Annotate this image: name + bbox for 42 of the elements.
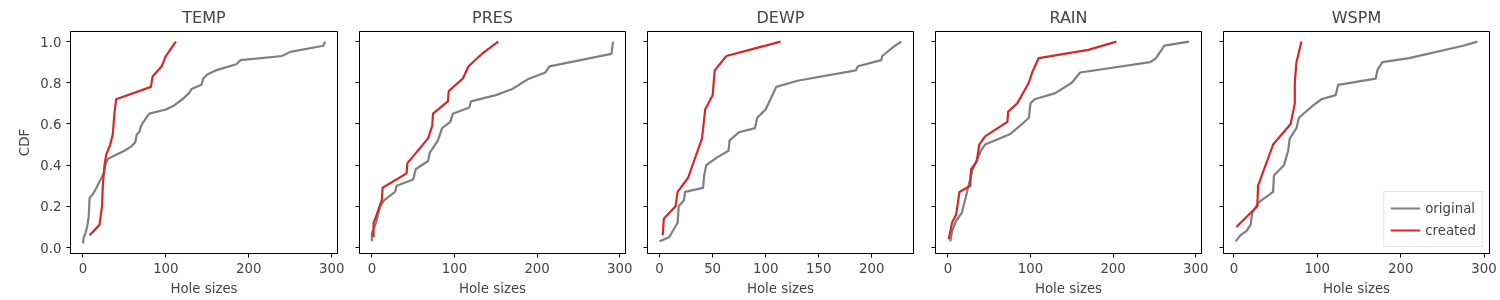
x-tick-label: 100 xyxy=(441,260,468,276)
y-axis-title: CDF xyxy=(17,128,33,157)
x-tick-label: 100 xyxy=(752,260,779,276)
chart-title: WSPM xyxy=(1331,7,1382,27)
x-tick-label: 100 xyxy=(153,260,179,276)
x-tick-label: 50 xyxy=(704,260,722,276)
line-series xyxy=(88,40,177,237)
x-tick-label: 0 xyxy=(367,260,377,276)
x-tick-label: 0 xyxy=(655,260,664,276)
x-tick-label: 300 xyxy=(1471,260,1497,276)
x-axis-title: Hole sizes xyxy=(746,280,815,296)
x-tick-label: 0 xyxy=(1229,260,1239,276)
chart-title: PRES xyxy=(471,7,514,27)
y-tick-label: 0.6 xyxy=(40,116,62,132)
x-tick-label: 300 xyxy=(1183,260,1209,276)
x-axis-title: Hole sizes xyxy=(458,280,527,296)
x-axis-title: Hole sizes xyxy=(1322,280,1391,296)
chart-title: DEWP xyxy=(756,7,805,27)
x-tick-label: 300 xyxy=(607,260,633,276)
legend-label: created xyxy=(1425,222,1476,238)
chart-title: RAIN xyxy=(1049,7,1088,27)
chart-title: TEMP xyxy=(181,7,227,27)
x-tick-label: 200 xyxy=(1100,260,1126,276)
x-tick-label: 200 xyxy=(1387,260,1414,276)
x-tick-label: 200 xyxy=(236,260,262,276)
y-tick-label: 1.0 xyxy=(40,34,62,50)
x-tick-label: 100 xyxy=(1304,260,1331,276)
x-tick-label: 0 xyxy=(78,260,88,276)
y-tick-label: 0.0 xyxy=(40,240,62,256)
legend-label: original xyxy=(1425,200,1476,216)
x-tick-label: 300 xyxy=(318,260,345,276)
x-tick-label: 200 xyxy=(858,260,885,276)
x-tick-label: 0 xyxy=(943,260,953,276)
line-series xyxy=(81,40,327,245)
y-tick-label: 0.2 xyxy=(40,199,62,215)
x-tick-label: 100 xyxy=(1017,260,1044,276)
x-tick-label: 200 xyxy=(524,260,550,276)
y-tick-label: 0.4 xyxy=(40,158,62,174)
x-tick-label: 150 xyxy=(805,260,832,276)
x-axis-title: Hole sizes xyxy=(1034,280,1103,296)
y-tick-label: 0.8 xyxy=(40,75,62,91)
x-axis-title: Hole sizes xyxy=(170,280,238,296)
